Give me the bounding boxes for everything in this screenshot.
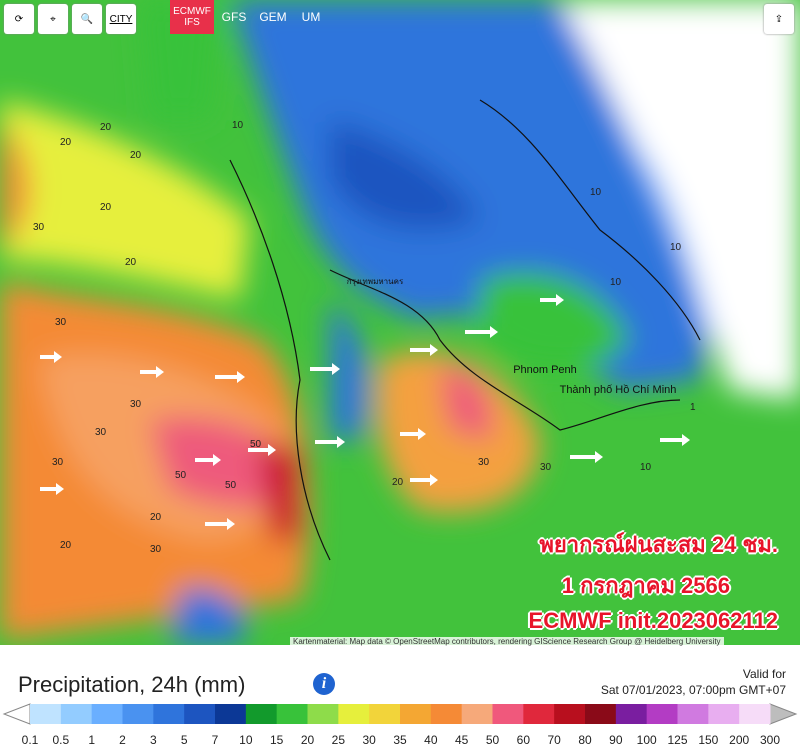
legend-label: 1 [88, 733, 95, 747]
contour-label: 20 [100, 202, 112, 213]
legend-label: 200 [729, 733, 749, 747]
contour-label: 10 [610, 277, 622, 288]
contour-label: 30 [478, 457, 490, 468]
legend-swatch [122, 704, 154, 724]
legend-label: 300 [760, 733, 780, 747]
contour-label: 50 [250, 439, 262, 450]
place-label: Thành phố Hồ Chí Minh [560, 384, 677, 396]
legend-swatch [615, 704, 648, 724]
legend-swatch [91, 704, 123, 724]
valid-label: Valid for [742, 667, 786, 681]
forecast-init: ECMWF init.2023062112 [528, 608, 778, 633]
legend-swatch [245, 704, 278, 724]
legend-label: 100 [637, 733, 657, 747]
legend-label: 125 [667, 733, 687, 747]
zoom-button[interactable]: 🔍 [72, 4, 102, 34]
legend-label: 70 [547, 733, 561, 747]
contour-label: 30 [150, 544, 162, 555]
legend-label: 80 [578, 733, 592, 747]
legend-label: 5 [181, 733, 188, 747]
legend-swatch [369, 704, 401, 724]
contour-label: 20 [125, 257, 137, 268]
legend-swatch [184, 704, 216, 724]
legend-label: 90 [609, 733, 623, 747]
model-button[interactable]: ECMWF IFS [170, 0, 214, 34]
legend-swatch [523, 704, 555, 724]
legend-swatch [492, 704, 524, 724]
legend-swatch [708, 704, 740, 724]
forecast-date: 1 กรกฎาคม 2566 [561, 573, 730, 598]
legend-label: 2 [119, 733, 126, 747]
contour-label: 1 [690, 402, 696, 413]
contour-label: 30 [33, 222, 45, 233]
model-button[interactable]: UM [301, 10, 321, 24]
legend-label: 150 [698, 733, 718, 747]
contour-label: 10 [590, 187, 602, 198]
legend-swatch [461, 704, 493, 724]
legend-swatch [338, 704, 370, 724]
legend-label: 60 [517, 733, 531, 747]
legend-swatch [646, 704, 678, 724]
legend-end [769, 703, 798, 725]
legend-swatch [307, 704, 339, 724]
legend-swatch [276, 704, 308, 724]
legend-label: 35 [393, 733, 407, 747]
legend-label: 15 [270, 733, 284, 747]
footer-title: Precipitation, 24h (mm) [18, 672, 246, 697]
contour-label: 30 [55, 317, 67, 328]
legend-label: 25 [332, 733, 346, 747]
legend-label: 30 [362, 733, 376, 747]
contour-label: 20 [130, 150, 142, 161]
place-label: กรุงเทพมหานคร [347, 277, 404, 286]
attribution: Kartenmaterial: Map data © OpenStreetMap… [290, 637, 724, 646]
legend-label: 0.1 [22, 733, 39, 747]
city-button[interactable]: CITY [106, 4, 136, 34]
locate-button[interactable]: ⌖ [38, 4, 68, 34]
legend-label: 0.5 [52, 733, 69, 747]
forecast-caption: พยากรณ์ฝนสะสม 24 ชม. [539, 532, 778, 557]
legend-label: 3 [150, 733, 157, 747]
place-label: Phnom Penh [513, 364, 577, 376]
legend-swatch [60, 704, 93, 724]
contour-label: 20 [60, 137, 72, 148]
legend-label: 40 [424, 733, 438, 747]
contour-label: 20 [60, 540, 72, 551]
legend-swatch [585, 704, 617, 724]
legend-label: 7 [212, 733, 219, 747]
info-button[interactable]: i [313, 673, 335, 695]
contour-label: 30 [540, 462, 552, 473]
legend-label: 20 [301, 733, 315, 747]
contour-label: 20 [100, 122, 112, 133]
legend-end [2, 703, 31, 725]
model-button[interactable]: GFS [221, 10, 247, 24]
legend-swatch [153, 704, 185, 724]
valid-time: Sat 07/01/2023, 07:00pm GMT+07 [600, 683, 786, 697]
legend-swatch [554, 704, 586, 724]
contour-label: 10 [640, 462, 652, 473]
contour-label: 30 [130, 399, 142, 410]
share-button[interactable]: ⇪ [764, 4, 794, 34]
legend-label: 10 [239, 733, 253, 747]
contour-label: 30 [95, 427, 107, 438]
contour-label: 50 [225, 480, 237, 491]
legend-swatch [400, 704, 432, 724]
legend-swatch [215, 704, 247, 724]
legend-swatch [677, 704, 709, 724]
contour-label: 20 [392, 477, 404, 488]
contour-label: 10 [232, 120, 244, 131]
contour-label: 20 [150, 512, 162, 523]
legend-swatch [739, 704, 771, 724]
contour-label: 10 [670, 242, 682, 253]
precip-map: กรุงเทพมหานคร Phnom Penh Thành phố Hồ Chí … [0, 0, 800, 645]
refresh-button[interactable]: ⟳ [4, 4, 34, 34]
legend-label: 45 [455, 733, 469, 747]
contour-label: 50 [175, 470, 187, 481]
legend: 0.1 0.5 1 2 3 5 7 10 15 20 25 30 35 40 45 50 60 70 80 90 100… [2, 703, 798, 747]
legend-swatch [30, 704, 62, 724]
contour-label: 30 [52, 457, 64, 468]
legend-label: 50 [486, 733, 500, 747]
legend-swatch [430, 704, 463, 724]
model-button[interactable]: GEM [259, 10, 287, 24]
